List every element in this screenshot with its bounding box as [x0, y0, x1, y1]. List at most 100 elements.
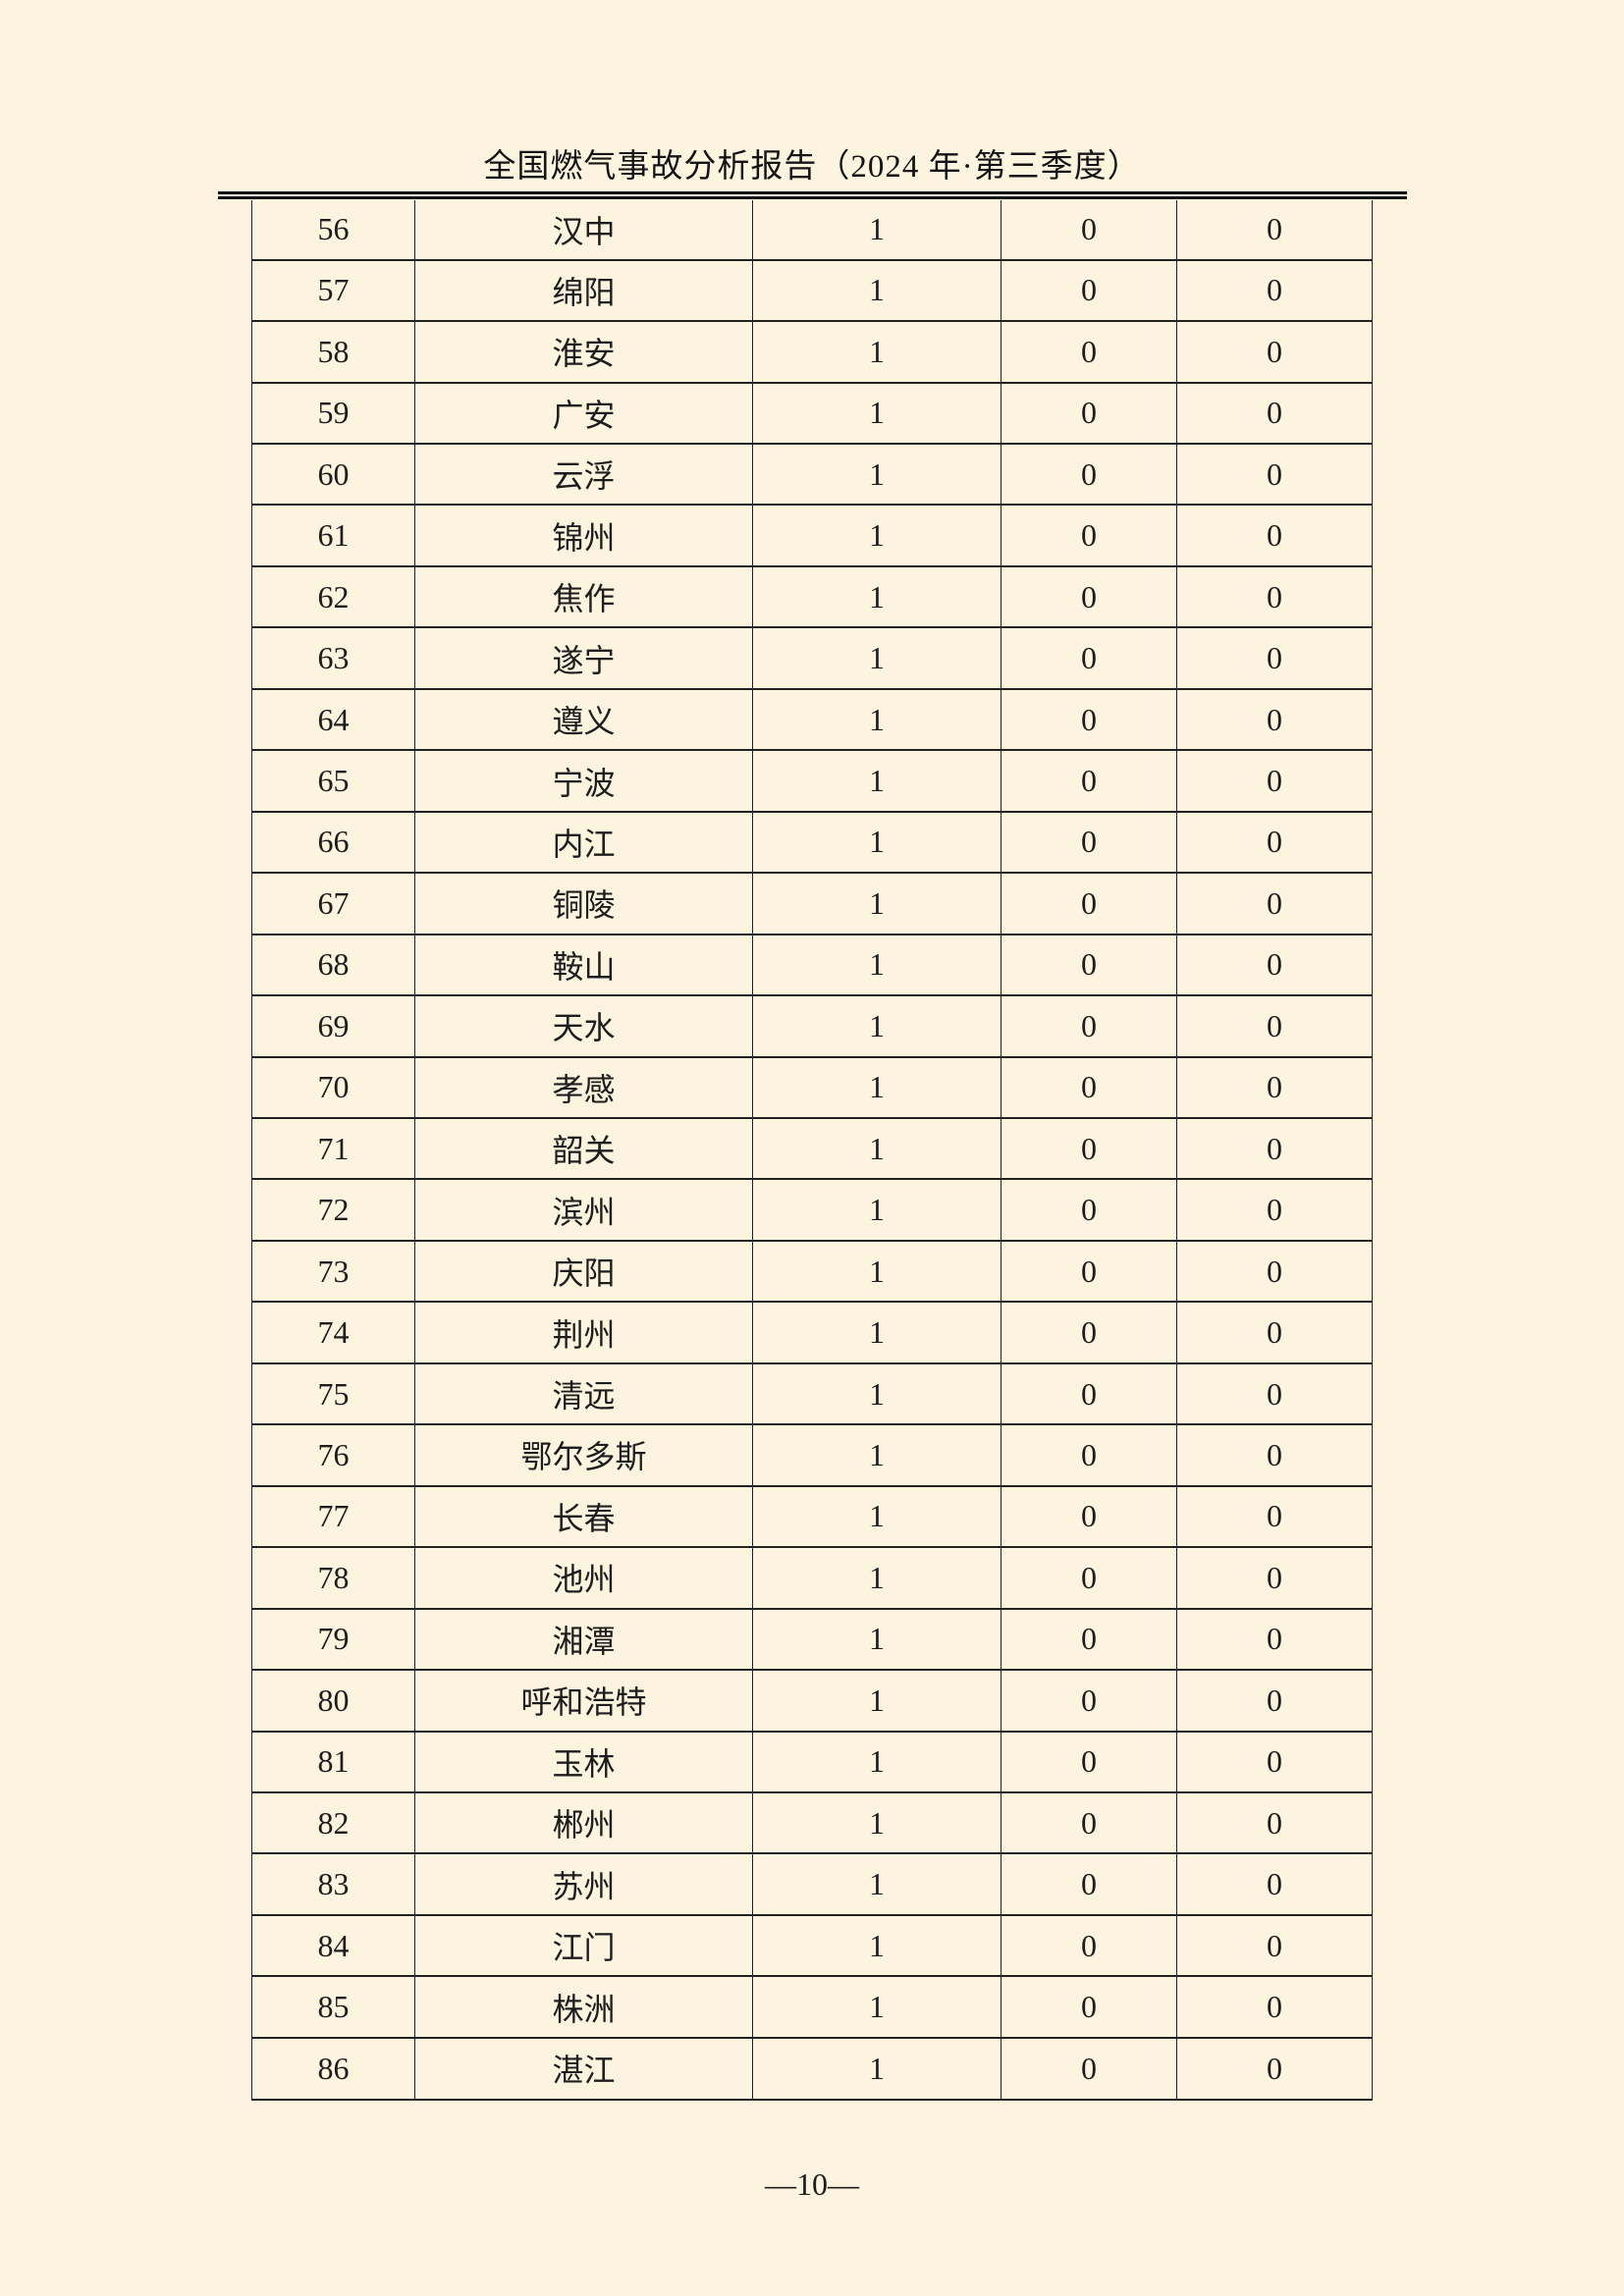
table-row: 73 庆阳 1 0 0: [251, 1239, 1373, 1304]
cell-index: 80: [251, 1669, 415, 1733]
cell-city: 锦州: [414, 504, 753, 567]
cell-index: 77: [251, 1484, 415, 1549]
cell-index: 86: [251, 2036, 415, 2101]
cell-count-a: 1: [752, 320, 1001, 384]
cell-count-c: 0: [1176, 1669, 1373, 1733]
cell-city: 宁波: [414, 749, 753, 813]
cell-count-c: 0: [1176, 872, 1373, 935]
cell-count-b: 0: [1001, 2036, 1177, 2101]
cell-count-a: 1: [752, 810, 1001, 875]
cell-index: 66: [251, 810, 415, 875]
gas-accident-table: 56 汉中 1 0 0 57 绵阳 1 0 0 58 淮安 1 0 0 59 广安 1 0 0 60 云浮 1 0 0 61 锦州 1…: [251, 199, 1373, 2101]
cell-count-b: 0: [1001, 687, 1177, 752]
table-row: 74 荆州 1 0 0: [251, 1301, 1373, 1364]
cell-count-c: 0: [1176, 258, 1373, 323]
cell-city: 淮安: [414, 320, 753, 384]
cell-city: 湘潭: [414, 1607, 753, 1672]
cell-city: 清远: [414, 1362, 753, 1426]
cell-count-b: 0: [1001, 258, 1177, 323]
cell-count-b: 0: [1001, 1484, 1177, 1549]
cell-city: 鞍山: [414, 933, 753, 997]
table-row: 72 滨州 1 0 0: [251, 1178, 1373, 1242]
cell-city: 江门: [414, 1913, 753, 1978]
cell-count-a: 1: [752, 1178, 1001, 1242]
cell-count-b: 0: [1001, 1607, 1177, 1672]
cell-index: 73: [251, 1239, 415, 1304]
table-row: 66 内江 1 0 0: [251, 810, 1373, 875]
table-row: 56 汉中 1 0 0: [251, 199, 1373, 261]
cell-city: 株洲: [414, 1975, 753, 2039]
cell-index: 61: [251, 504, 415, 567]
cell-count-b: 0: [1001, 933, 1177, 997]
cell-count-b: 0: [1001, 320, 1177, 384]
cell-count-c: 0: [1176, 1484, 1373, 1549]
cell-city: 玉林: [414, 1730, 753, 1793]
table-row: 86 湛江 1 0 0: [251, 2036, 1373, 2101]
cell-count-c: 0: [1176, 1852, 1373, 1916]
cell-count-c: 0: [1176, 564, 1373, 629]
cell-count-c: 0: [1176, 2036, 1373, 2101]
cell-count-b: 0: [1001, 1546, 1177, 1610]
cell-count-a: 1: [752, 1362, 1001, 1426]
table-row: 77 长春 1 0 0: [251, 1484, 1373, 1549]
cell-index: 62: [251, 564, 415, 629]
cell-index: 75: [251, 1362, 415, 1426]
cell-count-c: 0: [1176, 443, 1373, 507]
cell-count-b: 0: [1001, 1301, 1177, 1364]
cell-count-a: 1: [752, 258, 1001, 323]
cell-count-c: 0: [1176, 381, 1373, 446]
cell-count-a: 1: [752, 1669, 1001, 1733]
cell-count-b: 0: [1001, 1116, 1177, 1181]
cell-count-b: 0: [1001, 994, 1177, 1058]
cell-count-a: 1: [752, 1116, 1001, 1181]
cell-count-c: 0: [1176, 626, 1373, 690]
cell-city: 长春: [414, 1484, 753, 1549]
cell-index: 65: [251, 749, 415, 813]
cell-city: 韶关: [414, 1116, 753, 1181]
cell-count-b: 0: [1001, 1362, 1177, 1426]
cell-count-c: 0: [1176, 1790, 1373, 1855]
cell-count-b: 0: [1001, 810, 1177, 875]
cell-index: 76: [251, 1423, 415, 1487]
cell-count-a: 1: [752, 1484, 1001, 1549]
cell-count-a: 1: [752, 933, 1001, 997]
cell-count-c: 0: [1176, 1607, 1373, 1672]
cell-city: 池州: [414, 1546, 753, 1610]
cell-count-b: 0: [1001, 504, 1177, 567]
table-row: 85 株洲 1 0 0: [251, 1975, 1373, 2039]
cell-index: 58: [251, 320, 415, 384]
cell-index: 79: [251, 1607, 415, 1672]
cell-index: 68: [251, 933, 415, 997]
cell-count-b: 0: [1001, 1852, 1177, 1916]
cell-index: 56: [251, 199, 415, 261]
cell-count-b: 0: [1001, 443, 1177, 507]
cell-city: 内江: [414, 810, 753, 875]
cell-count-c: 0: [1176, 1116, 1373, 1181]
cell-count-a: 1: [752, 1852, 1001, 1916]
cell-count-b: 0: [1001, 1055, 1177, 1120]
cell-count-c: 0: [1176, 687, 1373, 752]
cell-count-c: 0: [1176, 1362, 1373, 1426]
cell-index: 60: [251, 443, 415, 507]
table-row: 63 遂宁 1 0 0: [251, 626, 1373, 690]
cell-index: 74: [251, 1301, 415, 1364]
cell-city: 滨州: [414, 1178, 753, 1242]
page-number: —10—: [765, 2166, 859, 2202]
table-row: 59 广安 1 0 0: [251, 381, 1373, 446]
cell-count-b: 0: [1001, 1790, 1177, 1855]
cell-city: 遵义: [414, 687, 753, 752]
cell-count-c: 0: [1176, 1730, 1373, 1793]
cell-count-b: 0: [1001, 1669, 1177, 1733]
cell-count-a: 1: [752, 1301, 1001, 1364]
cell-count-a: 1: [752, 1546, 1001, 1610]
cell-count-a: 1: [752, 199, 1001, 261]
cell-city: 汉中: [414, 199, 753, 261]
table-row: 80 呼和浩特 1 0 0: [251, 1669, 1373, 1733]
cell-city: 绵阳: [414, 258, 753, 323]
cell-count-a: 1: [752, 1913, 1001, 1978]
cell-count-b: 0: [1001, 749, 1177, 813]
cell-count-c: 0: [1176, 1055, 1373, 1120]
cell-count-a: 1: [752, 504, 1001, 567]
table-row: 79 湘潭 1 0 0: [251, 1607, 1373, 1672]
